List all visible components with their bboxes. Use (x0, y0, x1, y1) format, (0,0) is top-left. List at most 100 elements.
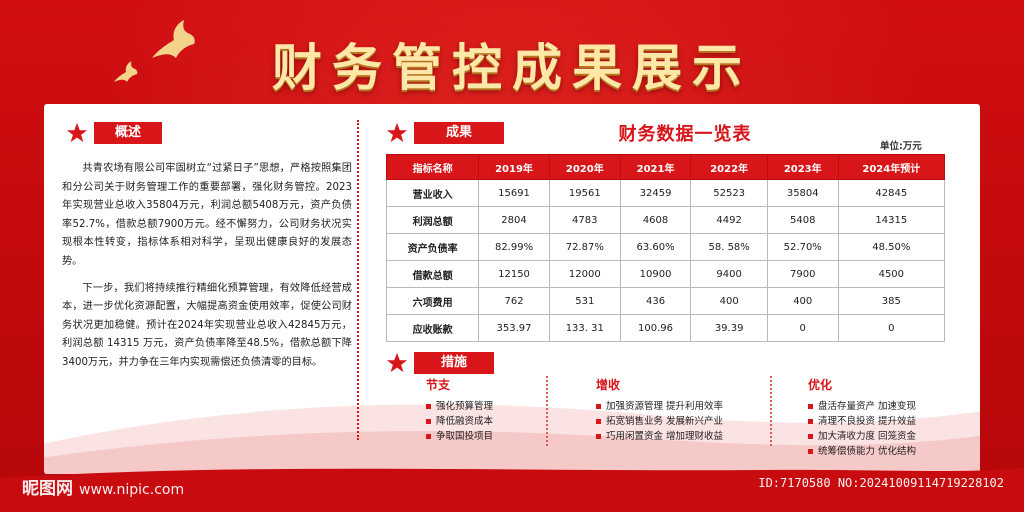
bullet-icon (596, 404, 601, 409)
list-item: 加大清收力度 回笼资金 (808, 429, 916, 444)
table-cell: 100.96 (619, 314, 692, 342)
bullet-icon (808, 404, 813, 409)
table-cell: 0 (837, 314, 946, 342)
measure-divider (546, 376, 548, 446)
list-item: 加强资源管理 提升利用效率 (596, 399, 723, 414)
table-cell: 82.99% (478, 233, 550, 261)
table-row: 六项费用 762 531 436 400 400 385 (385, 287, 946, 315)
table-header-cell: 2020年 (548, 154, 621, 180)
measure-column-youhua: 优化 盘活存量资产 加速变现 清理不良投资 提升效益 加大清收力度 回笼资金 统… (808, 376, 916, 459)
table-cell: 353.97 (478, 314, 550, 342)
unit-label: 单位:万元 (880, 141, 922, 152)
measure-divider (770, 376, 772, 446)
table-cell: 531 (548, 287, 621, 315)
table-row: 营业收入 15691 19561 32459 52523 35804 42845 (385, 179, 946, 207)
list-item: 清理不良投资 提升效益 (808, 414, 916, 429)
watermark-id: ID:7170580 NO:20241009114719228102 (758, 476, 1004, 490)
dove-small-icon (114, 61, 138, 82)
list-item: 盘活存量资产 加速变现 (808, 399, 916, 414)
measures-header: 措施 (386, 352, 494, 374)
table-header-row: 指标名称 2019年 2020年 2021年 2022年 2023年 2024年… (385, 154, 946, 180)
table-cell: 400 (690, 287, 768, 315)
table-header-cell: 2021年 (619, 154, 692, 180)
section-divider (357, 120, 359, 440)
bullet-icon (596, 419, 601, 424)
bullet-icon (808, 434, 813, 439)
measure-heading: 增收 (596, 378, 621, 392)
bullet-icon (808, 419, 813, 424)
list-item: 降低融资成本 (426, 414, 493, 429)
results-tag: 成果 (414, 122, 504, 144)
bottom-red-wave (0, 468, 1024, 512)
overview-header: 概述 (66, 122, 162, 144)
table-cell: 35804 (766, 179, 839, 207)
table-cell: 10900 (619, 260, 692, 288)
dove-large-icon (152, 20, 195, 58)
results-header: 成果 (386, 122, 504, 144)
table-cell: 12150 (478, 260, 550, 288)
bullet-icon (426, 419, 431, 424)
table-cell: 营业收入 (385, 179, 480, 207)
table-row: 资产负债率 82.99% 72.87% 63.60% 58. 58% 52.70… (385, 233, 946, 261)
star-icon (386, 352, 408, 373)
table-cell: 32459 (619, 179, 692, 207)
measure-heading: 节支 (426, 378, 451, 392)
overview-text: 共青农场有限公司牢固树立“过紧日子”思想，严格按照集团和分公司关于财务管理工作的… (62, 160, 352, 373)
table-row: 利润总额 2804 4783 4608 4492 5408 14315 (385, 206, 946, 234)
table-header-cell: 2023年 (766, 154, 839, 180)
table-cell: 52.70% (766, 233, 839, 261)
list-item: 争取国投项目 (426, 429, 493, 444)
overview-paragraph-1: 共青农场有限公司牢固树立“过紧日子”思想，严格按照集团和分公司关于财务管理工作的… (62, 163, 352, 267)
table-cell: 9400 (690, 260, 768, 288)
list-item: 强化预算管理 (426, 399, 493, 414)
star-icon (386, 122, 408, 143)
list-item: 巧用闲置资金 增加理财收益 (596, 429, 723, 444)
measure-heading: 优化 (808, 378, 833, 392)
bullet-icon (426, 434, 431, 439)
table-cell: 39.39 (690, 314, 768, 342)
table-cell: 资产负债率 (385, 233, 480, 261)
table-row: 借款总额 12150 12000 10900 9400 7900 4500 (385, 260, 946, 288)
table-cell: 58. 58% (690, 233, 768, 261)
financial-data-table: 指标名称 2019年 2020年 2021年 2022年 2023年 2024年… (385, 154, 946, 342)
table-cell: 19561 (548, 179, 621, 207)
overview-paragraph-2: 下一步，我们将持续推行精细化预算管理，有效降低经营成本，进一步优化资源配置，大幅… (62, 282, 352, 368)
table-cell: 385 (837, 287, 946, 315)
measure-column-zengshou: 增收 加强资源管理 提升利用效率 拓宽销售业务 发展新兴产业 巧用闲置资金 增加… (596, 376, 723, 444)
list-item: 拓宽销售业务 发展新兴产业 (596, 414, 723, 429)
measures-tag: 措施 (414, 352, 494, 374)
table-cell: 利润总额 (385, 206, 480, 234)
star-icon (66, 122, 88, 143)
table-header-cell: 2022年 (690, 154, 768, 180)
table-cell: 762 (478, 287, 550, 315)
table-cell: 14315 (837, 206, 946, 234)
table-cell: 借款总额 (385, 260, 480, 288)
table-header-cell: 2019年 (478, 154, 550, 180)
bullet-icon (808, 449, 813, 454)
table-cell: 400 (766, 287, 839, 315)
measure-column-jiezhi: 节支 强化预算管理 降低融资成本 争取国投项目 (426, 376, 493, 444)
table-cell: 7900 (766, 260, 839, 288)
table-cell: 436 (619, 287, 692, 315)
table-cell: 4492 (690, 206, 768, 234)
table-cell: 5408 (766, 206, 839, 234)
table-cell: 2804 (478, 206, 550, 234)
bullet-icon (596, 434, 601, 439)
table-cell: 52523 (690, 179, 768, 207)
bullet-icon (426, 404, 431, 409)
table-cell: 133. 31 (548, 314, 621, 342)
table-cell: 应收账款 (385, 314, 480, 342)
table-cell: 72.87% (548, 233, 621, 261)
list-item: 统筹偿债能力 优化结构 (808, 444, 916, 459)
table-cell: 0 (766, 314, 839, 342)
table-cell: 12000 (548, 260, 621, 288)
table-cell: 4608 (619, 206, 692, 234)
table-cell: 4500 (837, 260, 946, 288)
table-cell: 42845 (837, 179, 946, 207)
overview-tag: 概述 (94, 122, 162, 144)
watermark-brand: 昵图网 www.nipic.com (22, 479, 185, 499)
table-cell: 六项费用 (385, 287, 480, 315)
page-title: 财务管控成果展示 (272, 39, 752, 97)
table-cell: 4783 (548, 206, 621, 234)
table-header-cell: 2024年预计 (837, 154, 946, 180)
